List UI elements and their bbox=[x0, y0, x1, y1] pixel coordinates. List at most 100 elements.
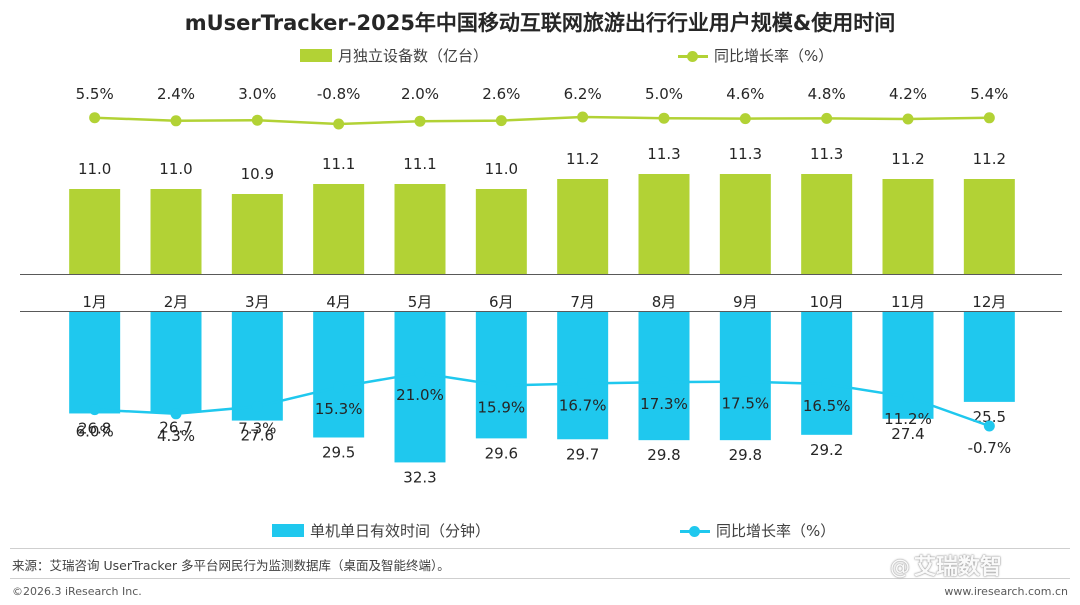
time-bar bbox=[801, 312, 853, 435]
x-tick-label: 1月 bbox=[82, 293, 107, 311]
time-growth-point bbox=[495, 379, 507, 391]
legend-item-devices: 月独立设备数（亿台） bbox=[300, 45, 488, 66]
device-bar bbox=[313, 184, 365, 274]
time-bar bbox=[150, 312, 202, 413]
time-bar bbox=[557, 312, 609, 440]
x-tick-label: 5月 bbox=[408, 293, 433, 311]
time-bar bbox=[69, 312, 121, 414]
legend-label-devices: 月独立设备数（亿台） bbox=[338, 47, 489, 65]
x-tick-label: 8月 bbox=[652, 293, 677, 311]
time-growth-point bbox=[251, 400, 263, 412]
device-bar-label: 11.2 bbox=[973, 150, 1006, 168]
legend-item-time-growth: 同比增长率（%） bbox=[680, 520, 835, 541]
watermark-text: 艾瑞数智 bbox=[914, 555, 1003, 580]
device-bar-label: 11.3 bbox=[729, 145, 762, 163]
time-bar-label: 26.8 bbox=[78, 419, 111, 437]
device-bar bbox=[719, 174, 771, 274]
x-tick-label: 11月 bbox=[891, 293, 925, 311]
device-growth-point bbox=[170, 115, 182, 127]
x-tick-label: 3月 bbox=[245, 293, 270, 311]
time-bar-label: 29.6 bbox=[485, 444, 518, 462]
device-bar bbox=[150, 189, 202, 274]
x-tick-label: 10月 bbox=[810, 293, 844, 311]
device-bar-label: 11.1 bbox=[403, 155, 436, 173]
device-growth-point bbox=[658, 112, 670, 124]
time-growth-label: -0.7% bbox=[968, 439, 1012, 457]
x-tick-label: 7月 bbox=[570, 293, 595, 311]
time-growth-label: 4.3% bbox=[157, 427, 195, 445]
footer-divider bbox=[10, 548, 1070, 549]
x-tick-label: 6月 bbox=[489, 293, 514, 311]
device-growth-point bbox=[739, 113, 751, 125]
time-growth-point bbox=[739, 376, 751, 388]
time-growth-point bbox=[89, 404, 101, 416]
time-growth-label: 17.3% bbox=[640, 395, 688, 413]
x-tick-label: 2月 bbox=[164, 293, 189, 311]
copyright: ©2026.3 iResearch Inc. bbox=[12, 585, 142, 598]
x-tick-label: 4月 bbox=[326, 293, 351, 311]
time-growth-label: 15.3% bbox=[315, 400, 363, 418]
legend-swatch-line-icon bbox=[678, 50, 708, 62]
time-bar-label: 29.5 bbox=[322, 443, 355, 461]
device-bar bbox=[231, 194, 283, 274]
time-bar-label: 29.2 bbox=[810, 441, 843, 459]
device-growth-label: 2.0% bbox=[401, 85, 439, 103]
device-growth-label: 4.6% bbox=[726, 85, 764, 103]
device-bar-label: 11.2 bbox=[566, 150, 599, 168]
device-bar bbox=[882, 179, 934, 274]
device-bar bbox=[557, 179, 609, 274]
time-growth-label: 21.0% bbox=[396, 386, 444, 404]
device-growth-line bbox=[94, 115, 990, 126]
device-growth-label: 4.2% bbox=[889, 85, 927, 103]
time-bar-label: 29.8 bbox=[729, 446, 762, 464]
x-tick-label: 12月 bbox=[972, 293, 1006, 311]
legend-swatch-line-icon bbox=[680, 525, 710, 537]
time-bar-label: 26.7 bbox=[159, 419, 192, 437]
time-growth-label: 7.3% bbox=[238, 419, 276, 437]
device-growth-label: 5.4% bbox=[970, 85, 1008, 103]
legend-item-devices-growth: 同比增长率（%） bbox=[678, 45, 833, 66]
device-bar bbox=[801, 174, 853, 274]
device-growth-point bbox=[414, 115, 426, 127]
chart-area: 11.0 11.0 10.9 11.1 11.1 11.0 11.2 11.3 11.3 11.3… bbox=[20, 85, 1062, 486]
time-bar bbox=[394, 312, 446, 463]
device-growth-label: 2.6% bbox=[482, 85, 520, 103]
legend-swatch-bar-icon bbox=[272, 524, 304, 537]
time-bar-label: 27.4 bbox=[891, 425, 924, 443]
legend-label-time-growth: 同比增长率（%） bbox=[716, 522, 836, 540]
device-bar-label: 11.0 bbox=[159, 160, 192, 178]
device-bar-label: 11.1 bbox=[322, 155, 355, 173]
time-growth-label: 6.0% bbox=[76, 423, 114, 441]
time-growth-point bbox=[333, 381, 345, 393]
device-growth-point bbox=[495, 115, 507, 127]
device-growth-label: 6.2% bbox=[564, 85, 602, 103]
device-growth-point bbox=[902, 113, 914, 125]
time-growth-point bbox=[821, 378, 833, 390]
time-growth-line bbox=[94, 371, 990, 428]
device-bar bbox=[638, 174, 690, 274]
device-bar bbox=[394, 184, 446, 274]
time-growth-label: 17.5% bbox=[722, 395, 770, 413]
device-growth-point bbox=[983, 112, 995, 124]
legend-label-time: 单机单日有效时间（分钟） bbox=[310, 522, 491, 540]
device-growth-point bbox=[577, 111, 589, 123]
device-bar bbox=[475, 189, 527, 274]
chart-title: mUserTracker-2025年中国移动互联网旅游出行行业用户规模&使用时间 bbox=[184, 11, 896, 35]
watermark-at-icon: @ bbox=[890, 555, 910, 579]
device-bar-label: 10.9 bbox=[241, 165, 274, 183]
time-bar-label: 29.8 bbox=[647, 446, 680, 464]
device-bar-label: 11.0 bbox=[78, 160, 111, 178]
time-growth-label: 16.7% bbox=[559, 397, 607, 415]
device-bar-label: 11.0 bbox=[485, 160, 518, 178]
legend-item-time: 单机单日有效时间（分钟） bbox=[272, 520, 490, 541]
time-growth-point bbox=[658, 376, 670, 388]
footer-divider bbox=[10, 578, 1070, 579]
time-growth-point bbox=[170, 408, 182, 420]
time-growth-label: 11.2% bbox=[884, 410, 932, 428]
source-note: 来源：艾瑞咨询 UserTracker 多平台网民行为监测数据库（桌面及智能终端… bbox=[12, 558, 450, 573]
time-growth-label: 16.5% bbox=[803, 397, 851, 415]
time-growth-label: 15.9% bbox=[478, 398, 526, 416]
device-growth-label: -0.8% bbox=[317, 85, 361, 103]
device-growth-label: 2.4% bbox=[157, 85, 195, 103]
device-growth-label: 4.8% bbox=[808, 85, 846, 103]
